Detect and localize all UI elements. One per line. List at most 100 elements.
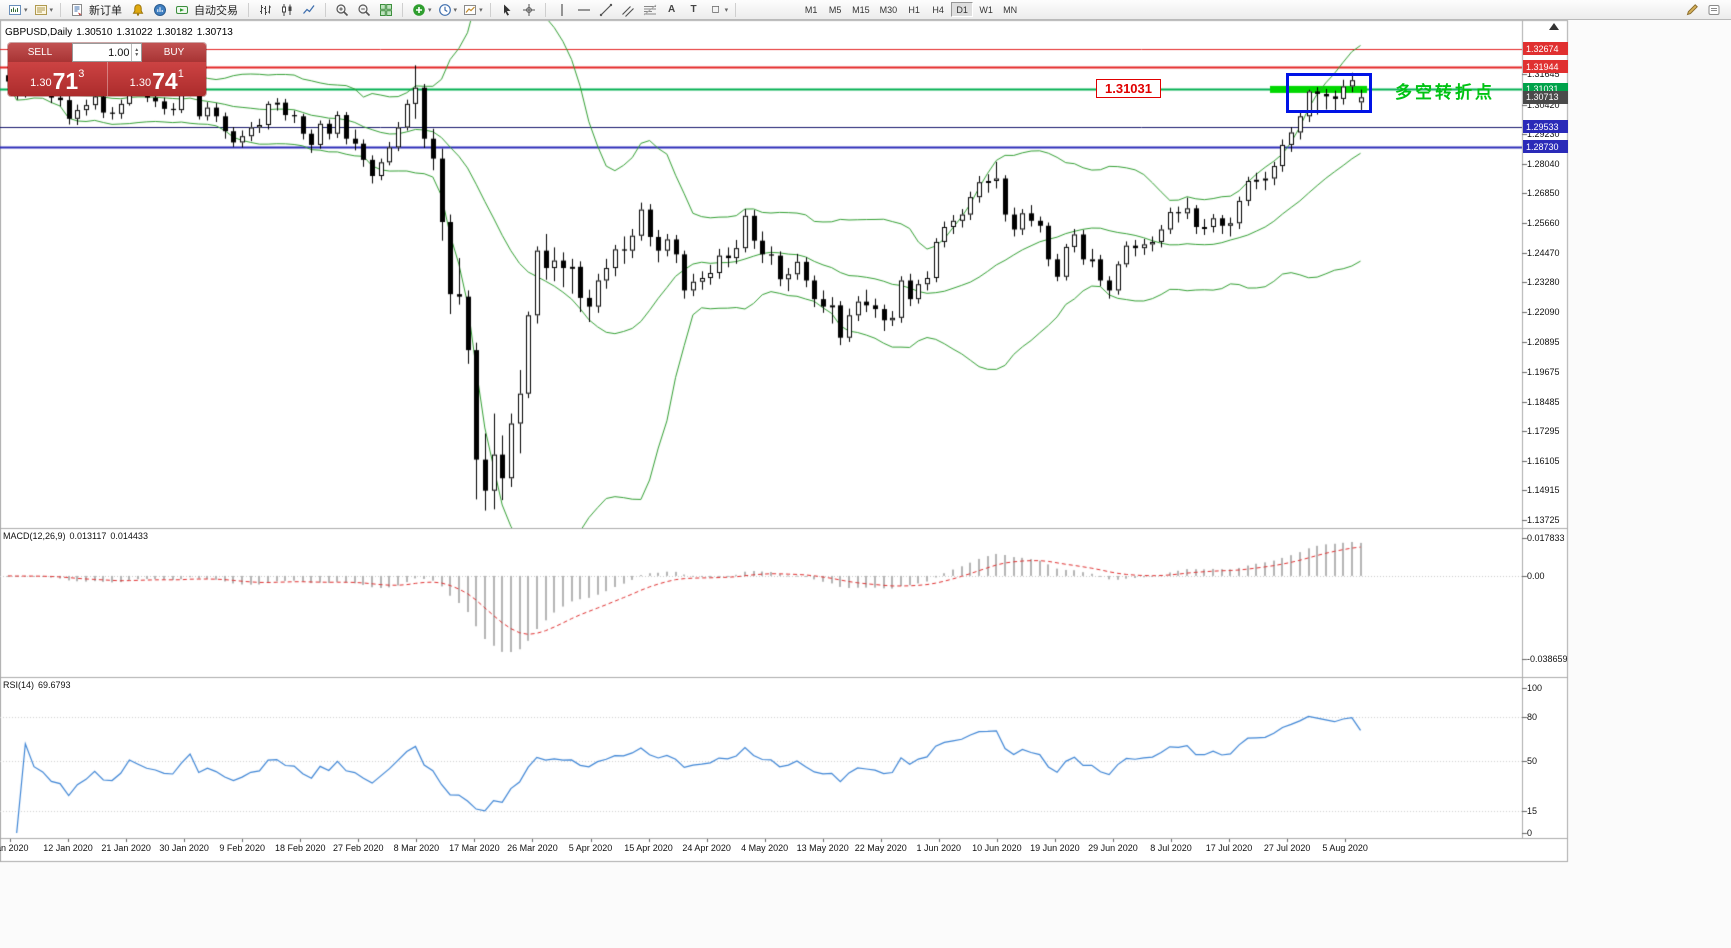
- templates-dropdown-icon[interactable]: ▾: [479, 6, 483, 14]
- autotrading-label[interactable]: 自动交易: [194, 4, 239, 17]
- timeframe-m1[interactable]: M1: [804, 4, 818, 15]
- date-axis-label: 17 Jul 2020: [1205, 843, 1253, 853]
- date-axis-label: 24 Apr 2020: [682, 843, 731, 853]
- volume-down-icon[interactable]: ▼: [134, 51, 140, 58]
- date-axis-label: Jan 2020: [0, 843, 29, 853]
- date-axis-label: 21 Jan 2020: [101, 843, 151, 853]
- bar-chart-icon[interactable]: [255, 2, 275, 18]
- macd-value-main: 0.013117: [69, 531, 107, 541]
- rsi-axis-label: 80: [1527, 712, 1538, 722]
- timeframe-w1[interactable]: W1: [979, 4, 993, 15]
- shapes-dropdown-icon[interactable]: ▾: [724, 6, 729, 14]
- price-annotation-label[interactable]: 1.31031: [1096, 79, 1161, 99]
- timeframe-toolbar: M1 M5 M15 M30 H1 H4 D1 W1 MN: [799, 2, 1022, 17]
- pencil-icon[interactable]: [1682, 2, 1702, 18]
- price-axis-tag: 1.31944: [1523, 60, 1568, 74]
- toolbar-separator: [60, 2, 62, 17]
- new-order-icon[interactable]: [67, 2, 87, 18]
- date-axis-label: 10 Jun 2020: [972, 843, 1022, 853]
- shapes-icon[interactable]: ◻: [711, 4, 720, 15]
- price-axis-label: 1.26850: [1527, 188, 1560, 199]
- date-axis-label: 8 Mar 2020: [393, 843, 440, 853]
- toolbar-separator: [489, 2, 491, 17]
- profiles-dropdown-icon[interactable]: ▾: [49, 6, 54, 14]
- indicators-dropdown-icon[interactable]: ▾: [428, 6, 432, 14]
- market-watch-icon[interactable]: [150, 2, 170, 18]
- date-axis-label: 26 Mar 2020: [507, 843, 558, 853]
- channel-icon[interactable]: [618, 2, 638, 18]
- new-order-label[interactable]: 新订单: [89, 4, 123, 17]
- date-axis-label: 15 Apr 2020: [624, 843, 673, 853]
- note-icon[interactable]: [1704, 2, 1724, 18]
- cursor-icon[interactable]: [497, 2, 517, 18]
- date-axis-label: 30 Jan 2020: [159, 843, 209, 853]
- buy-price-pip: 1: [177, 68, 184, 80]
- periods-dropdown-icon[interactable]: ▾: [453, 6, 458, 14]
- rsi-name: RSI(14): [3, 680, 35, 690]
- date-axis-label: 27 Jul 2020: [1263, 843, 1311, 853]
- date-axis-label: 29 Jun 2020: [1088, 843, 1138, 853]
- date-axis-label: 13 May 2020: [796, 843, 849, 853]
- bar-close-value: 1.30713: [196, 27, 233, 38]
- profiles-icon[interactable]: [31, 2, 51, 18]
- toolbar-separator: [735, 2, 737, 17]
- timeframe-h1[interactable]: H1: [908, 4, 920, 15]
- buy-button[interactable]: BUY: [142, 43, 206, 62]
- bar-low-value: 1.30182: [156, 27, 193, 38]
- new-chart-icon[interactable]: [5, 2, 25, 18]
- candlestick-chart-icon[interactable]: [277, 2, 297, 18]
- date-axis-label: 8 Jul 2020: [1150, 843, 1192, 853]
- chart-symbol-period: GBPUSD,Daily: [5, 27, 73, 38]
- macd-name: MACD(12,26,9): [3, 531, 66, 541]
- chart-shift-marker[interactable]: [1549, 23, 1559, 30]
- toolbar-separator: [248, 2, 250, 17]
- timeframe-mn[interactable]: MN: [1003, 4, 1018, 15]
- rsi-axis-label: 15: [1527, 806, 1538, 817]
- price-axis-label: 1.25660: [1527, 218, 1560, 229]
- volume-up-icon[interactable]: ▲: [134, 46, 140, 53]
- timeframe-m15[interactable]: M15: [852, 4, 870, 15]
- rsi-label: RSI(14) 69.6793: [3, 680, 75, 690]
- price-axis-tag: 1.32674: [1523, 42, 1568, 56]
- rsi-axis-label: 0: [1527, 828, 1533, 838]
- text-icon[interactable]: A: [667, 4, 676, 15]
- periods-icon[interactable]: [435, 2, 455, 18]
- buy-price-base: 1.30: [129, 77, 152, 89]
- sell-button[interactable]: SELL: [8, 43, 72, 62]
- alerts-icon[interactable]: [128, 2, 148, 18]
- turning-point-annotation[interactable]: 多空转折点: [1395, 83, 1495, 103]
- crosshair-icon[interactable]: [519, 2, 539, 18]
- timeframe-d1[interactable]: D1: [951, 2, 974, 17]
- timeframe-h4[interactable]: H4: [932, 4, 944, 15]
- tile-windows-icon[interactable]: [376, 2, 396, 18]
- horizontal-line-icon[interactable]: [574, 2, 594, 18]
- vertical-line-icon[interactable]: [552, 2, 572, 18]
- zoom-in-icon[interactable]: [332, 2, 352, 18]
- fibonacci-icon[interactable]: [640, 2, 660, 18]
- chart-title: GBPUSD,Daily 1.30510 1.31022 1.30182 1.30713: [5, 27, 237, 38]
- zoom-out-icon[interactable]: [354, 2, 374, 18]
- macd-value-signal: 0.014433: [110, 531, 148, 541]
- price-axis-label: 1.18485: [1527, 396, 1560, 407]
- buy-price[interactable]: 1.30 74 1: [108, 62, 207, 96]
- volume-input[interactable]: [73, 44, 132, 61]
- date-axis-label: 9 Feb 2020: [219, 843, 265, 853]
- templates-icon[interactable]: [460, 2, 480, 18]
- trendline-icon[interactable]: [596, 2, 616, 18]
- timeframe-m30[interactable]: M30: [879, 4, 898, 15]
- line-chart-icon[interactable]: [299, 2, 319, 18]
- toolbar: ▾ ▾ 新订单 自动交易 ▾ ▾ ▾ A T ◻ ▾ M1 M5 M15 M30 H1 H4 D1 W1 MN: [0, 0, 1731, 20]
- sell-price-base: 1.30: [30, 77, 52, 89]
- price-axis-tag: 1.29533: [1523, 120, 1568, 134]
- blue-rectangle-annotation[interactable]: [1286, 73, 1372, 114]
- price-axis-label: 1.13725: [1527, 514, 1560, 525]
- indicators-icon[interactable]: [409, 2, 429, 18]
- text-label-icon[interactable]: T: [690, 4, 697, 15]
- autotrading-icon[interactable]: [172, 2, 192, 18]
- sell-price[interactable]: 1.30 71 3: [8, 62, 107, 96]
- bar-high-value: 1.31022: [116, 27, 153, 38]
- price-axis-label: 1.20895: [1527, 336, 1560, 347]
- timeframe-m5[interactable]: M5: [828, 4, 842, 15]
- new-chart-dropdown-icon[interactable]: ▾: [24, 6, 28, 14]
